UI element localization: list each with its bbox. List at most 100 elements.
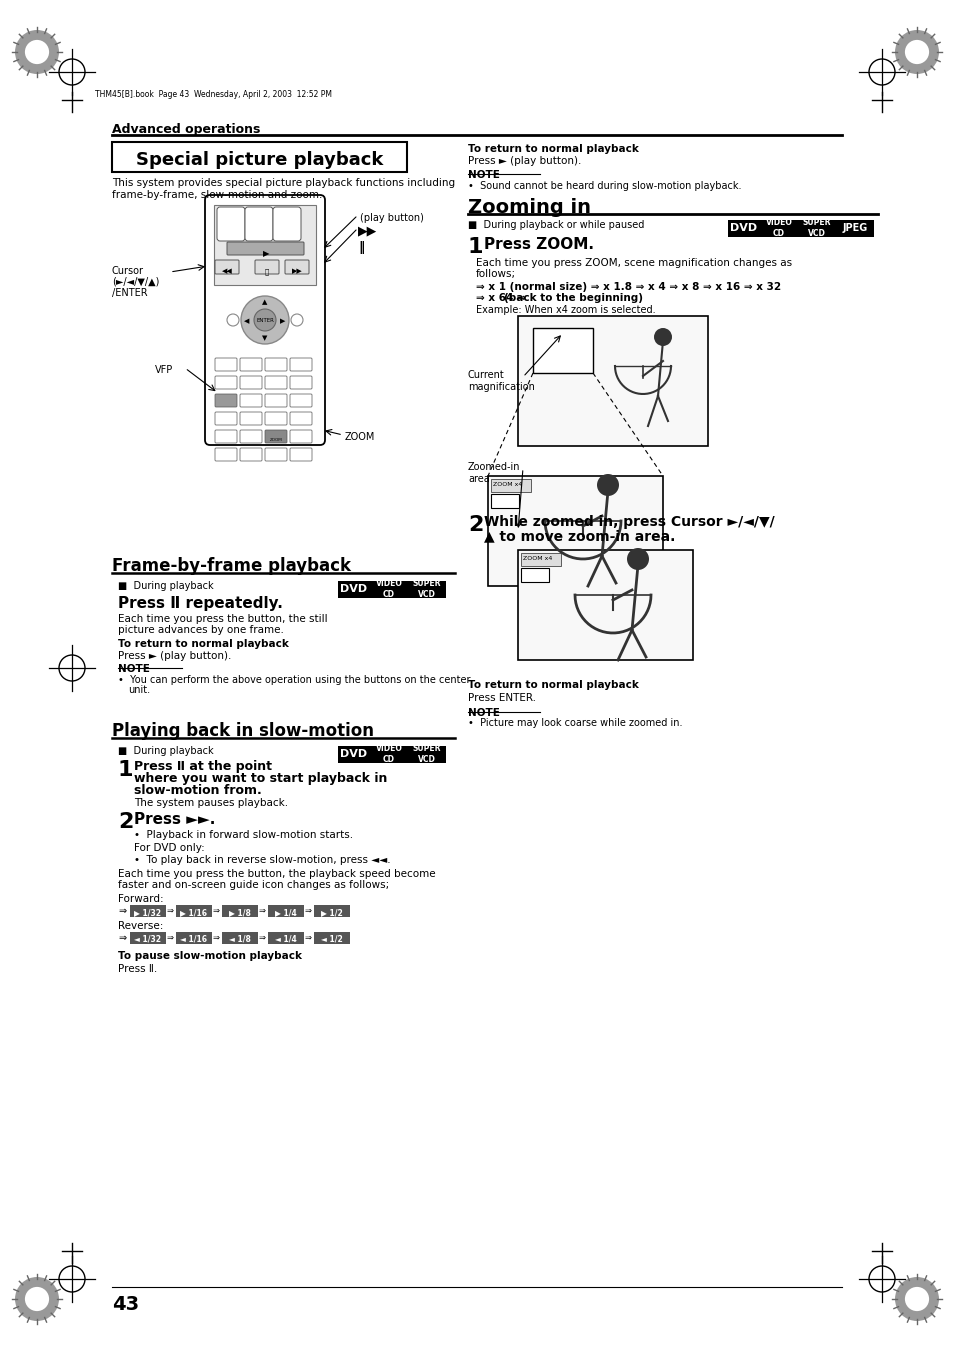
Circle shape (904, 1288, 928, 1310)
Text: VIDEO
CD: VIDEO CD (375, 744, 402, 763)
Text: 43: 43 (112, 1296, 139, 1315)
Text: ◀◀: ◀◀ (221, 267, 233, 274)
Text: DVD: DVD (340, 748, 367, 759)
Bar (112, 142, 407, 172)
Text: Press ► (play button).: Press ► (play button). (118, 651, 232, 661)
FancyBboxPatch shape (214, 449, 236, 461)
Bar (520, 553, 560, 566)
FancyBboxPatch shape (240, 430, 262, 443)
Text: NOTE: NOTE (468, 170, 499, 180)
FancyBboxPatch shape (265, 394, 287, 407)
Text: ▶ 1/16: ▶ 1/16 (180, 908, 208, 917)
Text: ◄ 1/4: ◄ 1/4 (274, 935, 296, 944)
Text: Zooming in: Zooming in (468, 199, 590, 218)
Text: ⇒: ⇒ (167, 934, 173, 942)
Text: (►/◄/▼/▲): (►/◄/▼/▲) (112, 277, 159, 286)
Text: Press ►►.: Press ►►. (133, 812, 215, 827)
Text: ◄ 1/2: ◄ 1/2 (321, 935, 342, 944)
Circle shape (597, 474, 618, 496)
Bar (491, 494, 518, 508)
FancyBboxPatch shape (214, 358, 236, 372)
Circle shape (241, 296, 289, 345)
Text: ⇒: ⇒ (213, 934, 220, 942)
Text: Forward:: Forward: (118, 894, 164, 904)
FancyBboxPatch shape (240, 358, 262, 372)
Bar (408, 581, 446, 598)
Text: ZOOM x4: ZOOM x4 (493, 482, 522, 486)
Circle shape (626, 549, 648, 570)
FancyBboxPatch shape (214, 259, 239, 274)
Bar (488, 476, 662, 586)
FancyBboxPatch shape (240, 376, 262, 389)
Text: The system pauses playback.: The system pauses playback. (133, 798, 288, 808)
Text: To return to normal playback: To return to normal playback (468, 145, 639, 154)
FancyBboxPatch shape (265, 358, 287, 372)
Text: ▶▶: ▶▶ (357, 224, 376, 236)
Bar (130, 932, 166, 944)
Text: Special picture playback: Special picture playback (136, 151, 383, 169)
Text: ⇒: ⇒ (305, 907, 312, 915)
Bar (491, 480, 531, 492)
Text: ⇒: ⇒ (213, 907, 220, 915)
Text: ▼: ▼ (262, 335, 268, 340)
FancyBboxPatch shape (290, 449, 312, 461)
Bar (337, 746, 370, 763)
Bar (408, 746, 446, 763)
Text: ⇒: ⇒ (305, 934, 312, 942)
Text: ◄ 1/16: ◄ 1/16 (180, 935, 208, 944)
Text: 2: 2 (118, 812, 133, 832)
Bar (130, 905, 166, 917)
Text: SUPER
VCD: SUPER VCD (413, 580, 441, 598)
Bar (370, 581, 408, 598)
Text: Reverse:: Reverse: (118, 921, 163, 931)
Bar (222, 932, 257, 944)
Text: slow-motion from.: slow-motion from. (133, 784, 261, 797)
Text: Press ENTER.: Press ENTER. (468, 693, 536, 703)
Text: •  To play back in reverse slow-motion, press ◄◄.: • To play back in reverse slow-motion, p… (133, 855, 390, 865)
Circle shape (253, 309, 275, 331)
Text: ▶ 1/8: ▶ 1/8 (229, 908, 251, 917)
FancyBboxPatch shape (285, 259, 309, 274)
Text: ■  During playback or while paused: ■ During playback or while paused (468, 220, 643, 230)
Text: 1: 1 (118, 761, 133, 780)
FancyBboxPatch shape (214, 412, 236, 426)
Circle shape (25, 41, 49, 63)
Text: Frame-by-frame playback: Frame-by-frame playback (112, 557, 351, 576)
Text: To return to normal playback: To return to normal playback (118, 639, 289, 648)
Bar (517, 316, 707, 446)
Text: •  Picture may look coarse while zoomed in.: • Picture may look coarse while zoomed i… (468, 717, 681, 728)
Text: Press ZOOM.: Press ZOOM. (483, 236, 594, 253)
Text: NOTE: NOTE (118, 663, 150, 674)
Text: ⇒: ⇒ (118, 934, 126, 943)
Text: While zoomed in, press Cursor ►/◄/▼/: While zoomed in, press Cursor ►/◄/▼/ (483, 515, 774, 530)
Text: ⏸: ⏸ (265, 267, 269, 274)
Text: ◀: ◀ (244, 317, 250, 324)
Text: Playing back in slow-motion: Playing back in slow-motion (112, 721, 374, 740)
FancyBboxPatch shape (205, 195, 325, 444)
Bar (533, 328, 593, 373)
Text: Each time you press ZOOM, scene magnification changes as: Each time you press ZOOM, scene magnific… (476, 258, 791, 267)
Text: Press Ⅱ repeatedly.: Press Ⅱ repeatedly. (118, 596, 283, 611)
Text: (back to the beginning): (back to the beginning) (503, 293, 642, 303)
Text: ▶ 1/4: ▶ 1/4 (274, 908, 296, 917)
FancyBboxPatch shape (216, 207, 245, 240)
Bar (797, 220, 835, 236)
Text: ⇒: ⇒ (118, 907, 126, 916)
Text: ▶: ▶ (262, 249, 269, 258)
Text: 1: 1 (468, 236, 483, 257)
Text: •  You can perform the above operation using the buttons on the center: • You can perform the above operation us… (118, 676, 470, 685)
Text: JPEG: JPEG (841, 223, 866, 232)
Circle shape (894, 30, 938, 74)
Circle shape (227, 313, 239, 326)
Text: •  Playback in forward slow-motion starts.: • Playback in forward slow-motion starts… (133, 830, 353, 840)
FancyBboxPatch shape (240, 449, 262, 461)
Text: follows;: follows; (476, 269, 516, 280)
Text: ⇒: ⇒ (258, 934, 266, 942)
Text: Example: When x4 zoom is selected.: Example: When x4 zoom is selected. (476, 305, 655, 315)
FancyBboxPatch shape (265, 412, 287, 426)
Text: ‖: ‖ (357, 240, 364, 254)
Text: where you want to start playback in: where you want to start playback in (133, 771, 387, 785)
Bar (337, 581, 370, 598)
Bar (268, 905, 304, 917)
FancyBboxPatch shape (245, 207, 273, 240)
